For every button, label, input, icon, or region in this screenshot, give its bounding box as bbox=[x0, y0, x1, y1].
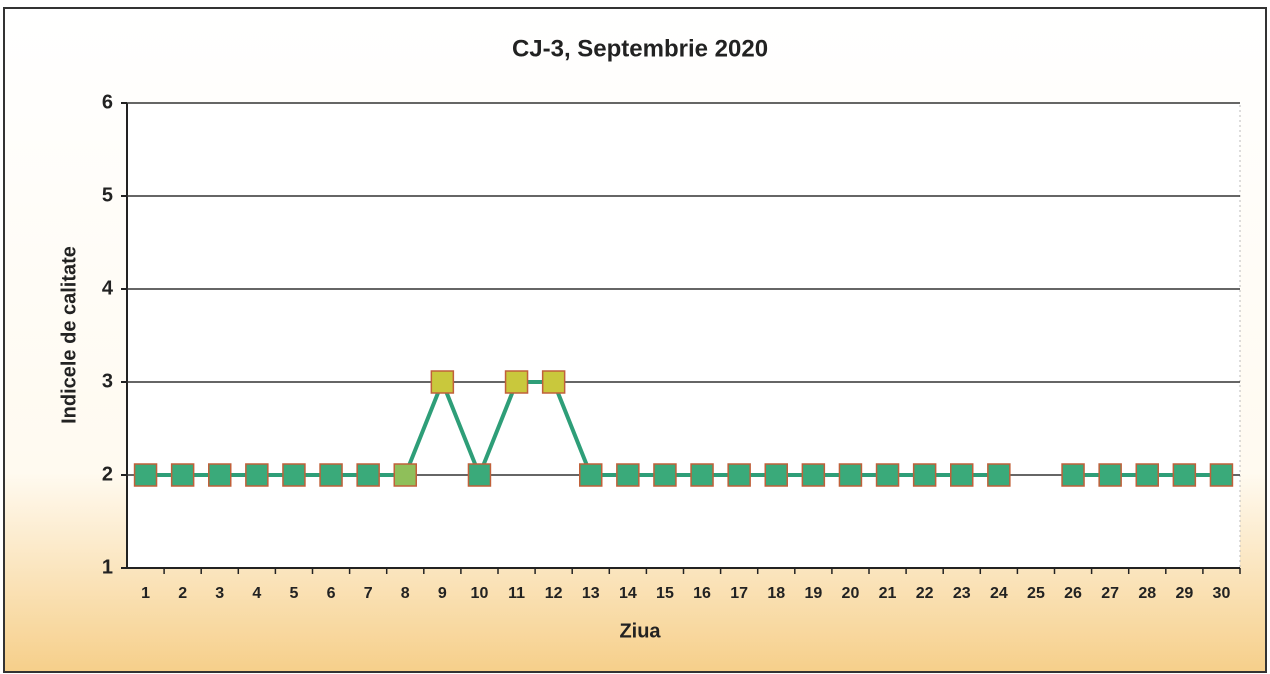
point-marker bbox=[133, 463, 158, 487]
point-marker bbox=[504, 370, 529, 394]
x-tick-label: 21 bbox=[879, 585, 897, 602]
y-tick-label: 1 bbox=[102, 556, 113, 578]
x-tick-label: 10 bbox=[471, 585, 489, 602]
point-marker bbox=[319, 463, 343, 487]
x-tick-label: 25 bbox=[1027, 585, 1045, 602]
x-tick-label: 16 bbox=[693, 585, 711, 602]
x-tick-label: 13 bbox=[582, 585, 600, 602]
x-tick-label: 5 bbox=[289, 585, 298, 602]
point-marker bbox=[950, 463, 974, 487]
y-tick-label: 5 bbox=[102, 184, 113, 206]
x-tick-label: 1 bbox=[141, 585, 150, 602]
x-tick-label: 24 bbox=[990, 585, 1008, 602]
x-tick-label: 26 bbox=[1064, 585, 1082, 602]
x-tick-label: 12 bbox=[545, 585, 563, 602]
y-tick-label: 2 bbox=[102, 463, 113, 485]
chart-title: CJ-3, Septembrie 2020 bbox=[512, 35, 768, 62]
point-marker bbox=[1172, 463, 1197, 487]
x-tick-label: 7 bbox=[364, 585, 373, 602]
x-tick-label: 15 bbox=[656, 585, 674, 602]
point-marker bbox=[282, 463, 306, 487]
point-marker bbox=[1098, 463, 1122, 487]
plot-area bbox=[126, 102, 1241, 569]
x-tick-label: 18 bbox=[767, 585, 785, 602]
x-tick-label: 4 bbox=[252, 585, 261, 602]
y-tick-label: 3 bbox=[102, 370, 113, 392]
point-marker bbox=[467, 463, 492, 487]
point-marker bbox=[1135, 463, 1159, 487]
point-marker bbox=[875, 463, 900, 487]
x-tick-label: 29 bbox=[1175, 585, 1193, 602]
x-tick-label: 23 bbox=[953, 585, 971, 602]
x-tick-label: 19 bbox=[804, 585, 822, 602]
x-tick-label: 30 bbox=[1213, 585, 1231, 602]
x-tick-label: 17 bbox=[730, 585, 748, 602]
y-tick-label: 6 bbox=[102, 91, 113, 113]
point-marker bbox=[430, 370, 455, 394]
y-axis-label: Indicele de calitate bbox=[58, 246, 80, 424]
point-marker bbox=[838, 463, 863, 487]
x-tick-label: 28 bbox=[1138, 585, 1156, 602]
x-tick-label: 11 bbox=[508, 585, 525, 602]
point-marker bbox=[1061, 463, 1085, 487]
x-tick-label: 2 bbox=[178, 585, 187, 602]
point-marker bbox=[764, 463, 788, 487]
point-marker bbox=[912, 463, 937, 487]
x-tick-label: 9 bbox=[438, 585, 447, 602]
point-marker bbox=[356, 463, 380, 487]
x-axis-label: Ziua bbox=[619, 620, 661, 642]
x-tick-label: 27 bbox=[1101, 585, 1119, 602]
x-tick-label: 20 bbox=[842, 585, 860, 602]
x-tick-label: 22 bbox=[916, 585, 934, 602]
point-marker bbox=[208, 463, 232, 487]
point-marker bbox=[653, 463, 677, 487]
x-tick-label: 6 bbox=[327, 585, 336, 602]
point-marker bbox=[170, 463, 195, 487]
point-marker bbox=[987, 463, 1011, 487]
x-tick-label: 8 bbox=[401, 585, 410, 602]
point-marker bbox=[541, 370, 566, 394]
point-marker bbox=[727, 463, 751, 487]
point-marker bbox=[579, 463, 603, 487]
y-tick-label: 4 bbox=[102, 277, 114, 299]
point-marker bbox=[690, 463, 714, 487]
point-marker bbox=[616, 463, 640, 487]
point-marker bbox=[393, 463, 417, 487]
point-marker bbox=[245, 463, 269, 487]
x-tick-label: 3 bbox=[215, 585, 224, 602]
x-tick-label: 14 bbox=[619, 585, 637, 602]
point-marker bbox=[1209, 463, 1234, 487]
point-marker bbox=[801, 463, 826, 487]
